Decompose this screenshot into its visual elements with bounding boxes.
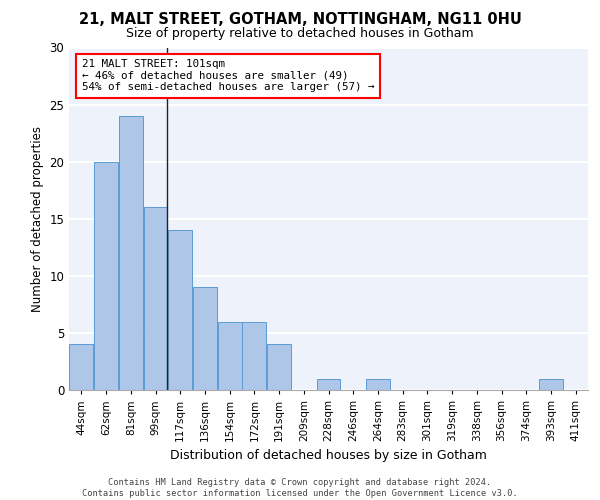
Text: Size of property relative to detached houses in Gotham: Size of property relative to detached ho… (126, 28, 474, 40)
Bar (366, 378, 390, 390)
X-axis label: Distribution of detached houses by size in Gotham: Distribution of detached houses by size … (170, 450, 487, 462)
Bar (539, 378, 563, 390)
Text: 21, MALT STREET, GOTHAM, NOTTINGHAM, NG11 0HU: 21, MALT STREET, GOTHAM, NOTTINGHAM, NG1… (79, 12, 521, 28)
Bar (119, 116, 143, 390)
Text: Contains HM Land Registry data © Crown copyright and database right 2024.
Contai: Contains HM Land Registry data © Crown c… (82, 478, 518, 498)
Bar (70, 344, 94, 390)
Y-axis label: Number of detached properties: Number of detached properties (31, 126, 44, 312)
Bar (218, 322, 242, 390)
Bar (317, 378, 340, 390)
Bar (143, 208, 167, 390)
Bar (168, 230, 192, 390)
Bar (242, 322, 266, 390)
Text: 21 MALT STREET: 101sqm
← 46% of detached houses are smaller (49)
54% of semi-det: 21 MALT STREET: 101sqm ← 46% of detached… (82, 59, 374, 92)
Bar (193, 287, 217, 390)
Bar (267, 344, 291, 390)
Bar (94, 162, 118, 390)
